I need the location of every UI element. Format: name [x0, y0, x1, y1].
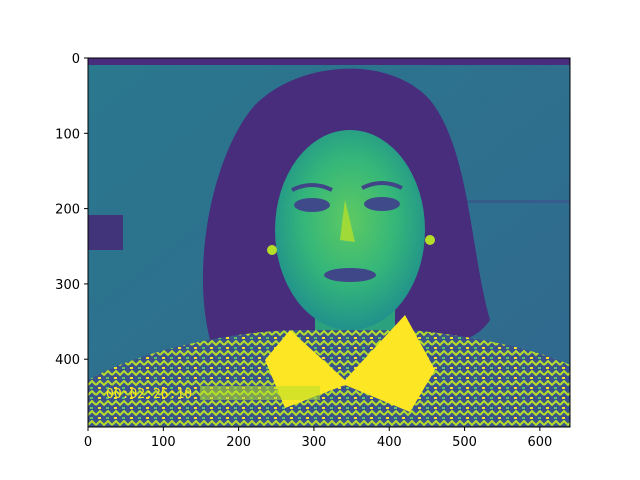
left-eye [294, 198, 330, 212]
x-tick-label: 300 [302, 435, 327, 450]
x-tick-label: 100 [151, 435, 176, 450]
axes-frame [87, 57, 571, 428]
left-dark-patch [88, 215, 123, 250]
x-tick-label: 500 [452, 435, 477, 450]
mouth [324, 268, 376, 282]
left-brow [291, 183, 333, 192]
timestamp-overlay: 00:02:26:10 [106, 387, 192, 402]
right-eye [364, 197, 400, 211]
right-earring [425, 235, 435, 245]
y-tick-label: 0 [72, 52, 80, 67]
wall-line [440, 200, 570, 203]
image-plot-area: 00:02:26:10 [88, 58, 570, 427]
right-brow [361, 181, 403, 190]
timestamp-overlay-bar [200, 386, 320, 400]
y-tick-label: 400 [55, 353, 80, 368]
image-top-strip [88, 58, 570, 65]
y-tick-label: 100 [55, 127, 80, 142]
y-tick-label: 300 [55, 278, 80, 293]
y-axis: 0 100 200 300 400 [55, 52, 88, 368]
x-tick-label: 400 [377, 435, 402, 450]
x-axis: 0 100 200 300 400 500 600 [84, 427, 552, 450]
nose-highlight [340, 200, 355, 242]
x-tick-label: 200 [226, 435, 251, 450]
left-earring [267, 245, 277, 255]
y-tick-label: 200 [55, 203, 80, 218]
x-tick-label: 600 [527, 435, 552, 450]
x-tick-label: 0 [84, 435, 92, 450]
